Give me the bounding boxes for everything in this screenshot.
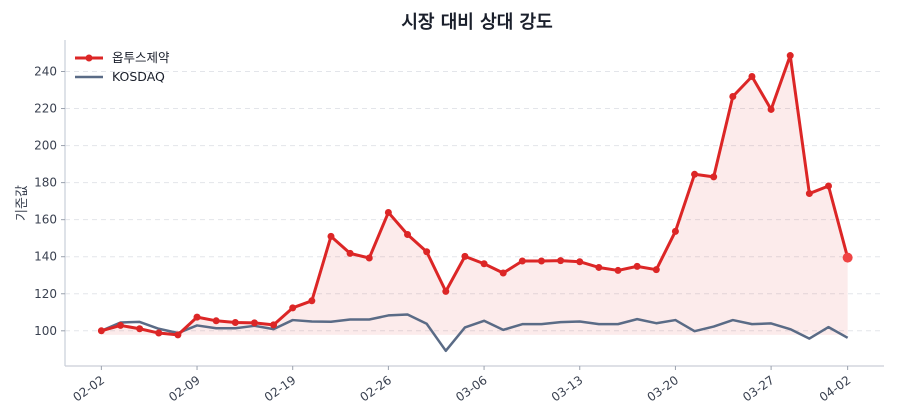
y-tick-label: 140 <box>34 250 57 264</box>
y-tick-label: 160 <box>34 213 57 227</box>
data-point <box>116 321 124 329</box>
y-tick-label: 200 <box>34 139 57 153</box>
data-point <box>327 232 335 240</box>
data-point <box>595 263 603 271</box>
legend-marker-series-1 <box>85 54 93 62</box>
data-point <box>212 317 220 325</box>
data-point <box>461 252 469 260</box>
data-point <box>748 72 756 80</box>
data-point <box>786 52 794 60</box>
data-point <box>767 105 775 113</box>
data-point <box>842 252 853 263</box>
data-point <box>174 331 182 339</box>
data-point <box>155 329 163 337</box>
legend: 옵투스제약 KOSDAQ <box>75 50 170 84</box>
series-line-1 <box>100 54 850 337</box>
data-point <box>805 190 813 198</box>
data-point <box>346 249 354 257</box>
x-tick-label: 02-19 <box>262 373 299 404</box>
data-point <box>442 287 450 295</box>
legend-label-series-1: 옵투스제약 <box>112 50 170 65</box>
x-tick-label: 03-20 <box>645 373 682 404</box>
data-point <box>557 257 565 265</box>
data-point <box>518 257 526 265</box>
series-line-2 <box>100 313 849 353</box>
y-tick-label: 220 <box>34 102 57 116</box>
data-point <box>231 318 239 326</box>
data-point <box>652 266 660 274</box>
data-point <box>423 248 431 256</box>
data-point <box>537 257 545 265</box>
chart-title: 시장 대비 상대 강도 <box>401 12 552 33</box>
y-tick-label: 180 <box>34 176 57 190</box>
x-tick-label: 03-27 <box>740 373 777 404</box>
data-point <box>576 258 584 266</box>
data-point <box>97 327 105 335</box>
x-tick-label: 02-02 <box>70 373 107 404</box>
y-tick-label: 240 <box>34 64 57 78</box>
data-point <box>825 182 833 190</box>
x-tick-label: 03-13 <box>549 373 586 404</box>
data-point <box>710 173 718 181</box>
x-tick-label: 02-09 <box>166 373 203 404</box>
y-tick-label: 100 <box>34 324 57 338</box>
data-point <box>614 266 622 274</box>
legend-label-series-2: KOSDAQ <box>112 69 165 84</box>
data-point <box>193 313 201 321</box>
y-tick-label: 120 <box>34 287 57 301</box>
data-point <box>365 254 373 262</box>
x-tick-label: 03-06 <box>453 373 490 404</box>
data-point <box>289 304 297 312</box>
data-point <box>384 208 392 216</box>
series-fill-1 <box>101 55 848 335</box>
data-point <box>729 92 737 100</box>
data-point <box>136 325 144 333</box>
data-point <box>691 170 699 178</box>
data-point <box>671 227 679 235</box>
data-point <box>499 269 507 277</box>
data-point <box>404 230 412 238</box>
data-point <box>633 262 641 270</box>
data-point <box>250 319 258 327</box>
data-point <box>270 321 278 329</box>
x-tick-label: 04-02 <box>817 373 854 404</box>
x-tick-label: 02-26 <box>358 373 395 404</box>
data-point <box>480 260 488 268</box>
data-point <box>308 297 316 305</box>
y-axis-label: 기준값 <box>15 185 30 221</box>
